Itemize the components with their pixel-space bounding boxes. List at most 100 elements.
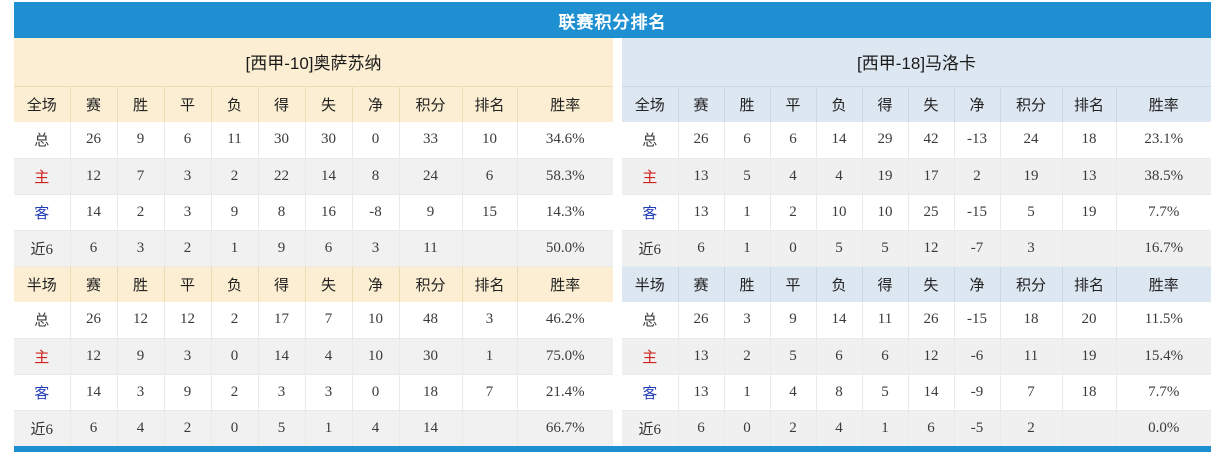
cell-stat: 2 xyxy=(211,374,259,411)
cell-stat: 8 xyxy=(816,374,863,411)
table-row[interactable]: 主 13 2 5 6 6 12 -6 11 19 15.4% xyxy=(622,338,1212,375)
table-row[interactable]: 近6 6 0 2 4 1 6 -5 2 0.0% xyxy=(622,410,1212,447)
section-label-half: 半场 xyxy=(14,266,71,302)
cell-stat: 12 xyxy=(164,302,212,339)
cell-stat: 4 xyxy=(305,338,353,375)
cell-stat: 6 xyxy=(862,338,909,375)
cell-stat: 9 xyxy=(117,122,165,159)
cell-stat: 5 xyxy=(258,410,306,447)
column-header: 负 xyxy=(211,266,259,302)
table-row[interactable]: 客 13 1 2 10 10 25 -15 5 19 7.7% xyxy=(622,194,1212,231)
cell-stat: 26 xyxy=(70,122,118,159)
cell-rank: 20 xyxy=(1062,302,1117,339)
cell-stat: 6 xyxy=(678,410,725,447)
section-label-half: 半场 xyxy=(622,266,679,302)
team-stats-table-left: [西甲-10]奥萨苏纳 全场赛胜平负得失净积分 排名 胜率总 26 9 6 11 30 30 0 33… xyxy=(14,38,614,447)
cell-rank: 3 xyxy=(462,302,518,339)
team-stats-table-right: [西甲-18]马洛卡 全场赛胜平负得失净积分 排名 胜率总 26 6 6 14 29 42 -13 2… xyxy=(622,38,1212,447)
team-name[interactable]: [西甲-10]奥萨苏纳 xyxy=(14,38,614,87)
column-header: 积分 xyxy=(399,86,463,122)
cell-stat: 5 xyxy=(724,158,771,195)
cell-win-rate: 0.0% xyxy=(1116,410,1212,447)
cell-stat: -6 xyxy=(954,338,1001,375)
cell-win-rate: 75.0% xyxy=(517,338,614,375)
column-header: 负 xyxy=(816,86,863,122)
column-header-row: 全场赛胜平负得失净积分 排名 胜率 xyxy=(622,86,1212,122)
column-header: 得 xyxy=(258,266,306,302)
cell-points: 33 xyxy=(399,122,463,159)
table-row[interactable]: 客 14 3 9 2 3 3 0 18 7 21.4% xyxy=(14,374,614,411)
cell-win-rate: 23.1% xyxy=(1116,122,1212,159)
table-row[interactable]: 主 12 7 3 2 22 14 8 24 6 58.3% xyxy=(14,158,614,195)
cell-stat: 16 xyxy=(305,194,353,231)
row-label: 主 xyxy=(622,158,679,195)
column-header: 排名 xyxy=(1062,266,1117,302)
cell-stat: -5 xyxy=(954,410,1001,447)
cell-stat: 9 xyxy=(258,230,306,267)
column-header: 失 xyxy=(305,266,353,302)
cell-win-rate: 11.5% xyxy=(1116,302,1212,339)
table-row[interactable]: 近6 6 1 0 5 5 12 -7 3 16.7% xyxy=(622,230,1212,267)
column-header: 平 xyxy=(770,86,817,122)
cell-stat: 5 xyxy=(862,374,909,411)
team-name[interactable]: [西甲-18]马洛卡 xyxy=(622,38,1212,87)
table-row[interactable]: 总 26 12 12 2 17 7 10 48 3 46.2% xyxy=(14,302,614,339)
cell-rank xyxy=(1062,230,1117,267)
cell-stat: -7 xyxy=(954,230,1001,267)
row-label: 近6 xyxy=(622,230,679,267)
cell-stat: 4 xyxy=(816,158,863,195)
cell-stat: 4 xyxy=(770,374,817,411)
cell-stat: 14 xyxy=(816,122,863,159)
cell-stat: 26 xyxy=(70,302,118,339)
cell-win-rate: 16.7% xyxy=(1116,230,1212,267)
cell-stat: -13 xyxy=(954,122,1001,159)
column-header: 积分 xyxy=(1000,266,1063,302)
cell-stat: 8 xyxy=(258,194,306,231)
cell-stat: 14 xyxy=(908,374,955,411)
cell-rank xyxy=(462,230,518,267)
column-header-row: 半场赛胜平负得失净积分 排名 胜率 xyxy=(14,266,614,302)
cell-rank: 19 xyxy=(1062,338,1117,375)
column-header: 失 xyxy=(305,86,353,122)
column-header: 平 xyxy=(770,266,817,302)
column-header: 赛 xyxy=(678,86,725,122)
column-header: 负 xyxy=(816,266,863,302)
cell-points: 18 xyxy=(399,374,463,411)
table-row[interactable]: 近6 6 3 2 1 9 6 3 11 50.0% xyxy=(14,230,614,267)
table-row[interactable]: 近6 6 4 2 0 5 1 4 14 66.7% xyxy=(14,410,614,447)
cell-stat: 26 xyxy=(678,122,725,159)
team-name-row: [西甲-18]马洛卡 xyxy=(622,38,1212,87)
column-header: 净 xyxy=(352,266,400,302)
cell-rank: 6 xyxy=(462,158,518,195)
cell-stat: 3 xyxy=(117,374,165,411)
table-row[interactable]: 总 26 6 6 14 29 42 -13 24 18 23.1% xyxy=(622,122,1212,159)
cell-stat: 9 xyxy=(117,338,165,375)
table-row[interactable]: 客 13 1 4 8 5 14 -9 7 18 7.7% xyxy=(622,374,1212,411)
cell-stat: -9 xyxy=(954,374,1001,411)
cell-stat: 30 xyxy=(305,122,353,159)
cell-stat: 3 xyxy=(164,194,212,231)
team-panel-left: [西甲-10]奥萨苏纳 全场赛胜平负得失净积分 排名 胜率总 26 9 6 11 30 30 0 33… xyxy=(14,38,614,447)
cell-stat: 7 xyxy=(117,158,165,195)
cell-win-rate: 15.4% xyxy=(1116,338,1212,375)
table-row[interactable]: 总 26 9 6 11 30 30 0 33 10 34.6% xyxy=(14,122,614,159)
row-label: 近6 xyxy=(14,410,71,447)
cell-stat: 2 xyxy=(117,194,165,231)
table-row[interactable]: 总 26 3 9 14 11 26 -15 18 20 11.5% xyxy=(622,302,1212,339)
cell-points: 30 xyxy=(399,338,463,375)
column-header: 胜率 xyxy=(517,86,614,122)
cell-points: 11 xyxy=(1000,338,1063,375)
cell-stat: 1 xyxy=(724,230,771,267)
column-header: 净 xyxy=(954,266,1001,302)
column-header: 失 xyxy=(908,86,955,122)
cell-stat: 1 xyxy=(862,410,909,447)
table-row[interactable]: 客 14 2 3 9 8 16 -8 9 15 14.3% xyxy=(14,194,614,231)
column-header: 得 xyxy=(862,266,909,302)
cell-stat: 5 xyxy=(862,230,909,267)
row-label: 总 xyxy=(622,122,679,159)
team-name-row: [西甲-10]奥萨苏纳 xyxy=(14,38,614,87)
table-row[interactable]: 主 13 5 4 4 19 17 2 19 13 38.5% xyxy=(622,158,1212,195)
cell-stat: 2 xyxy=(211,302,259,339)
cell-stat: 13 xyxy=(678,374,725,411)
table-row[interactable]: 主 12 9 3 0 14 4 10 30 1 75.0% xyxy=(14,338,614,375)
